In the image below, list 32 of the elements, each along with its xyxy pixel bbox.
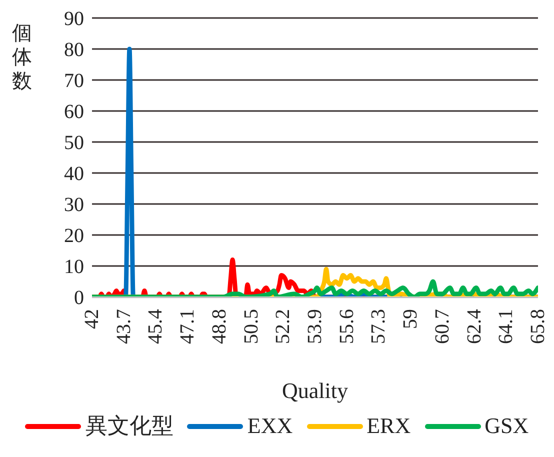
x-tick-label: 45.4 <box>144 309 167 344</box>
x-tick-label: 43.7 <box>112 309 135 344</box>
legend-label: EXX <box>247 413 293 439</box>
y-tick-label: 50 <box>64 132 84 154</box>
y-tick-label: 70 <box>64 70 84 92</box>
x-tick-label: 42 <box>81 309 103 329</box>
x-tick-label: 57.3 <box>368 309 390 344</box>
x-axis-title: Quality <box>282 378 348 403</box>
y-tick-label: 0 <box>74 287 84 310</box>
x-tick-label: 48.8 <box>208 309 230 344</box>
legend-label: 異文化型 <box>85 413 174 441</box>
y-tick-label: 60 <box>64 101 84 124</box>
x-tick-label: 52.2 <box>272 309 294 344</box>
y-tick-label: 20 <box>64 225 84 248</box>
y-tick-label: 80 <box>64 39 84 62</box>
x-tick-label: 53.9 <box>304 309 326 344</box>
x-tick-label: 60.7 <box>431 309 454 344</box>
y-tick-label: 30 <box>64 194 84 216</box>
x-tick-label: 62.4 <box>463 309 486 344</box>
x-tick-label: 55.6 <box>336 309 358 344</box>
y-tick-label: 10 <box>64 256 84 278</box>
line-series <box>92 279 538 297</box>
x-tick-label: 50.5 <box>240 309 262 344</box>
y-tick-label: 90 <box>64 8 84 30</box>
legend-label: GSX <box>484 413 529 439</box>
x-tick-label: 64.1 <box>495 309 518 344</box>
x-tick-label: 59 <box>400 309 422 329</box>
legend-label: ERX <box>366 413 411 439</box>
x-tick-label: 47.1 <box>176 309 199 344</box>
x-tick-label: 65.8 <box>527 309 549 344</box>
y-axis-title: 個体数 <box>12 20 32 92</box>
y-tick-label: 40 <box>64 163 84 186</box>
